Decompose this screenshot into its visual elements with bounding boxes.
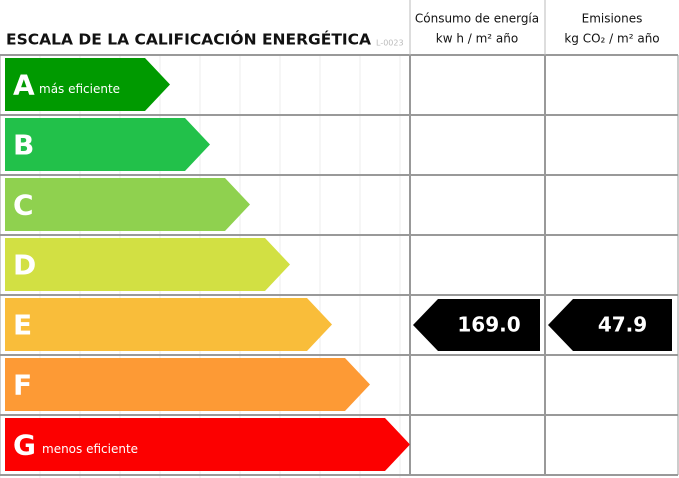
rating-arrow <box>5 178 250 231</box>
result-arrow <box>548 299 672 351</box>
title: ESCALA DE LA CALIFICACIÓN ENERGÉTICA <box>6 30 371 49</box>
rating-arrow <box>5 298 332 351</box>
rating-letter: G <box>13 429 36 462</box>
rating-arrow <box>5 58 170 111</box>
rating-note: más eficiente <box>39 82 120 96</box>
rating-note: menos eficiente <box>42 442 138 456</box>
emissions-header: Emisiones <box>582 12 643 26</box>
energy-header: Cónsumo de energía <box>415 12 539 26</box>
emissions-unit: kg CO₂ / m² año <box>564 32 659 46</box>
rating-arrow <box>5 358 370 411</box>
rating-letter: D <box>13 249 36 282</box>
rating-letter: C <box>13 189 34 222</box>
result-value: 47.9 <box>598 313 647 337</box>
rating-letter: B <box>13 129 34 162</box>
rating-letter: A <box>13 69 35 102</box>
code: L-0023 <box>376 39 404 48</box>
rating-arrow <box>5 418 410 471</box>
rating-arrow <box>5 118 210 171</box>
energy-unit: kw h / m² año <box>436 32 518 46</box>
rating-letter: E <box>13 309 32 342</box>
result-value: 169.0 <box>457 313 520 337</box>
rating-letter: F <box>13 369 32 402</box>
rating-arrow <box>5 238 290 291</box>
result-arrow <box>413 299 540 351</box>
